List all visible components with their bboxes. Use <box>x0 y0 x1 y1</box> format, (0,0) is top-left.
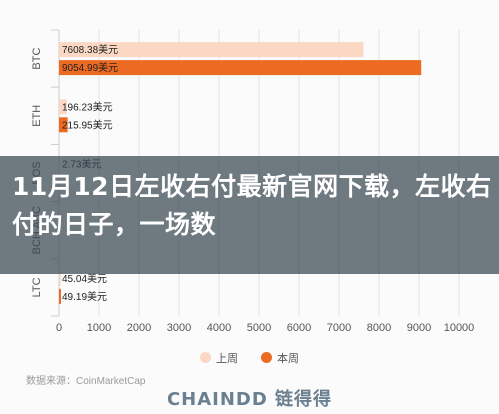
bar-data-label: 196.23美元 <box>62 100 113 113</box>
y-category-label: LTC <box>31 277 43 297</box>
bar <box>59 99 67 115</box>
x-tick-label: 0 <box>56 322 62 334</box>
bar-data-label: 9054.99美元 <box>62 61 118 74</box>
bar <box>59 42 364 58</box>
x-tick-label: 2000 <box>127 322 151 334</box>
x-tick-label: 1000 <box>87 322 111 334</box>
x-tick-label: 5000 <box>247 322 271 334</box>
legend-item-this-week: 本周 <box>261 350 299 366</box>
legend-item-prev-week: 上周 <box>199 350 238 366</box>
x-tick-label: 3000 <box>167 322 191 334</box>
brand-logo-text: CHAINDD 链得得 <box>166 389 333 410</box>
bar-data-label: 49.19美元 <box>62 290 107 303</box>
title-banner: 11月12日左收右付最新官网下载，左收右付的日子，一场数 <box>0 156 499 274</box>
bar <box>59 270 61 286</box>
bar-data-label: 7608.38美元 <box>62 43 118 56</box>
x-tick-label: 4000 <box>207 322 231 334</box>
legend: 上周 本周 <box>0 350 499 366</box>
legend-swatch-this-week <box>261 352 273 363</box>
x-tick-label: 10000 <box>444 322 475 334</box>
x-tick-label: 9000 <box>407 322 431 334</box>
bar-data-label: 215.95美元 <box>62 118 113 131</box>
bar <box>59 60 422 76</box>
legend-swatch-prev-week <box>199 352 211 363</box>
data-source-note: 数据来源：CoinMarketCap <box>26 376 146 387</box>
legend-label-prev-week: 上周 <box>215 353 238 365</box>
x-tick-label: 6000 <box>287 322 311 334</box>
bar <box>59 117 68 133</box>
x-tick-label: 8000 <box>367 322 391 334</box>
bar-data-label: 45.04美元 <box>62 272 107 285</box>
y-category-label: BTC <box>31 48 43 70</box>
bar <box>59 288 61 304</box>
y-category-label: ETH <box>31 105 43 127</box>
legend-label-this-week: 本周 <box>277 353 300 365</box>
x-tick-label: 7000 <box>327 322 351 334</box>
article-title: 11月12日左收右付最新官网下载，左收右付的日子，一场数 <box>12 172 492 239</box>
